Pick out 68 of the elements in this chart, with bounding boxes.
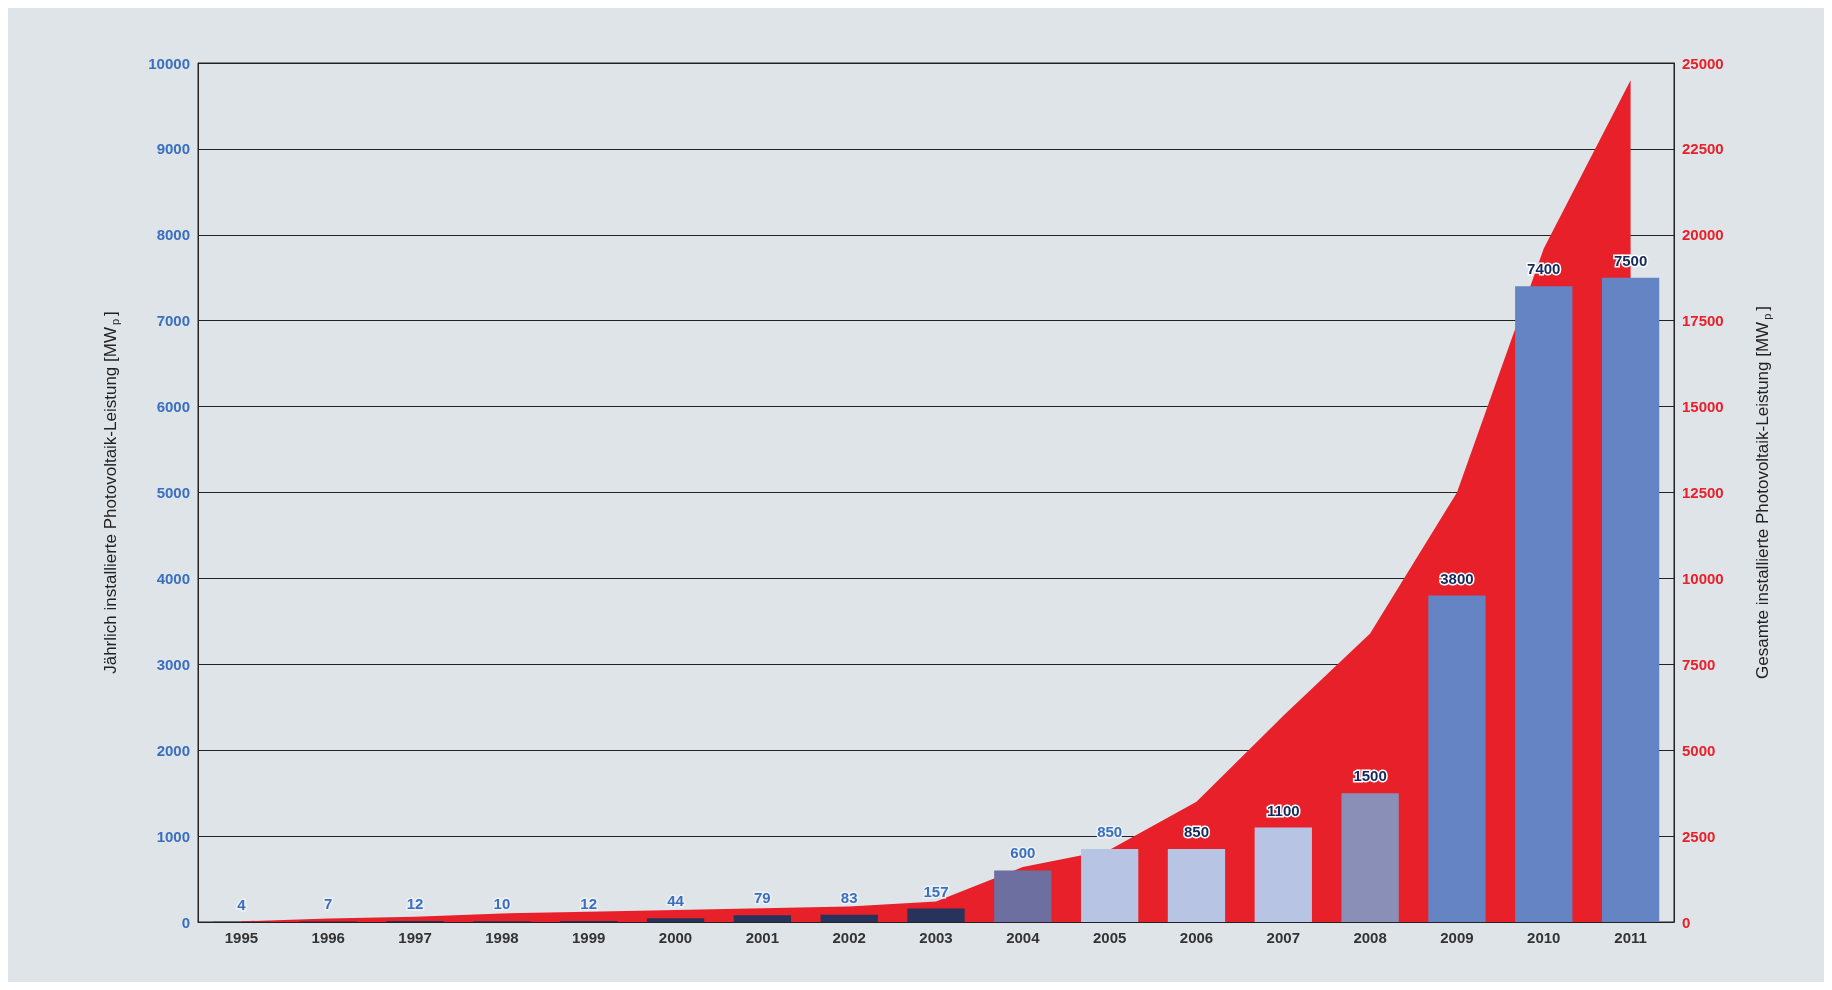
data-label: 850: [1183, 822, 1209, 840]
y2-tick-label: 12500: [1682, 484, 1724, 501]
y2-tick-label: 0: [1682, 913, 1691, 931]
x-tick-label: 1998: [485, 929, 519, 946]
y2-tick-label: 25000: [1682, 54, 1724, 72]
y2-tick-label: 15000: [1682, 398, 1724, 416]
y-tick-label: 4000: [156, 569, 190, 587]
x-tick-label: 1997: [398, 929, 432, 946]
x-tick-label: 2011: [1614, 929, 1647, 946]
x-tick-label: 2003: [919, 929, 953, 946]
bar: [646, 918, 705, 922]
y-axis-title: Jährlich installierte Photovoltaik-Leistung [MWp]: [100, 311, 121, 674]
y-tick-label: 5000: [156, 484, 190, 501]
data-label: 44: [667, 892, 685, 910]
y-tick-label: 1000: [156, 827, 190, 845]
y2-tick-label: 20000: [1682, 226, 1724, 244]
x-tick-label: 2008: [1353, 929, 1387, 946]
data-label: 3800: [1440, 569, 1474, 587]
bar: [1601, 277, 1660, 922]
y-tick-label: 7000: [156, 312, 190, 330]
y-tick-label: 3000: [156, 655, 190, 673]
y2-tick-label: 7500: [1682, 655, 1716, 673]
x-tick-label: 2005: [1092, 929, 1127, 946]
bar: [1341, 793, 1399, 922]
x-tick-label: 1999: [572, 929, 606, 946]
bar: [820, 914, 878, 922]
x-tick-label: 2009: [1440, 929, 1474, 946]
y-tick-label: 9000: [156, 140, 190, 158]
data-label: 10: [493, 895, 511, 913]
x-tick-label: 2010: [1527, 929, 1561, 946]
bar: [907, 908, 965, 922]
data-label: 79: [754, 889, 771, 907]
data-label: 7: [324, 895, 333, 913]
y2-tick-label: 10000: [1682, 569, 1724, 587]
data-label: 4: [237, 895, 247, 913]
x-tick-label: 2004: [1006, 929, 1041, 946]
data-label: 83: [840, 888, 858, 906]
bar: [733, 915, 791, 922]
y2-tick-label: 17500: [1682, 312, 1724, 330]
bar: [994, 870, 1052, 922]
data-label: 12: [580, 894, 598, 912]
y-tick-label: 0: [181, 913, 190, 931]
bar: [1254, 827, 1312, 922]
bar: [1515, 286, 1573, 922]
y2-axis-title: Gesamte installierte Photovoltaik-Leistung [MWp]: [1752, 306, 1773, 679]
x-tick-label: 1995: [224, 929, 259, 946]
data-label: 157: [923, 882, 949, 900]
data-label: 1100: [1267, 801, 1300, 819]
bar: [1167, 848, 1226, 922]
data-label: 1500: [1353, 767, 1387, 785]
y-tick-label: 2000: [156, 741, 190, 759]
y-tick-label: 8000: [156, 226, 190, 244]
data-label: 12: [406, 894, 424, 912]
data-label: 850: [1097, 822, 1123, 840]
y2-tick-label: 22500: [1682, 140, 1724, 158]
x-tick-label: 2000: [658, 929, 693, 946]
y2-tick-label: 5000: [1682, 741, 1716, 759]
x-tick-label: 2006: [1179, 929, 1214, 946]
bar: [1428, 595, 1486, 922]
data-label: 600: [1010, 844, 1036, 862]
y2-tick-label: 2500: [1682, 827, 1716, 845]
y-tick-label: 10000: [148, 54, 190, 72]
x-tick-label: 2001: [745, 929, 780, 946]
bar: [1081, 848, 1139, 922]
x-tick-label: 2007: [1266, 929, 1300, 946]
y-tick-label: 6000: [156, 398, 190, 416]
x-tick-label: 2002: [832, 929, 866, 946]
x-tick-label: 1996: [311, 929, 345, 946]
